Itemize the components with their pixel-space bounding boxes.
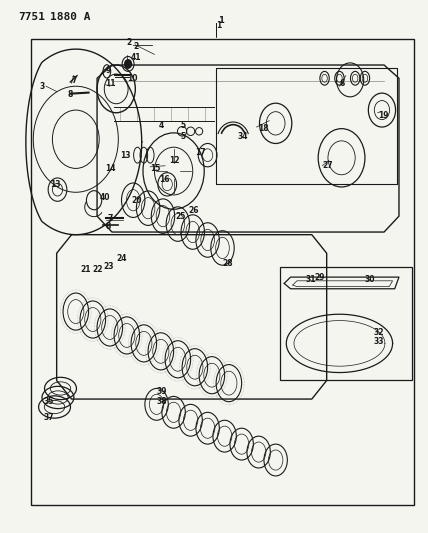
Text: 39: 39 xyxy=(157,386,167,395)
Text: 33: 33 xyxy=(374,337,384,346)
Text: 27: 27 xyxy=(322,161,333,170)
Circle shape xyxy=(125,60,131,68)
Text: 25: 25 xyxy=(176,212,186,221)
Text: 23: 23 xyxy=(104,262,114,271)
Text: 34: 34 xyxy=(238,132,248,141)
Text: 7: 7 xyxy=(108,214,113,223)
Text: 8: 8 xyxy=(67,90,73,99)
Text: 5: 5 xyxy=(180,122,185,131)
Text: 38: 38 xyxy=(157,397,167,406)
Text: 7751: 7751 xyxy=(18,12,45,22)
Text: 28: 28 xyxy=(223,260,233,268)
Text: 5: 5 xyxy=(180,132,185,141)
Text: 35: 35 xyxy=(44,397,54,406)
Text: 24: 24 xyxy=(116,254,127,263)
Text: 18: 18 xyxy=(259,124,269,133)
Text: 12: 12 xyxy=(169,156,180,165)
Text: 11: 11 xyxy=(106,79,116,88)
Text: 13: 13 xyxy=(50,180,61,189)
Text: 8: 8 xyxy=(106,222,111,231)
Text: 2: 2 xyxy=(127,38,132,47)
Text: 26: 26 xyxy=(188,206,199,215)
Text: 9: 9 xyxy=(106,66,111,75)
Text: 21: 21 xyxy=(80,265,91,273)
Text: 29: 29 xyxy=(314,272,324,281)
Text: 30: 30 xyxy=(365,275,375,284)
Text: 13: 13 xyxy=(120,151,131,160)
Text: 4: 4 xyxy=(159,122,164,131)
Text: 19: 19 xyxy=(378,111,388,120)
Text: 41: 41 xyxy=(131,53,142,62)
Text: 1880 A: 1880 A xyxy=(50,12,91,22)
Text: 16: 16 xyxy=(159,174,169,183)
Text: 31: 31 xyxy=(306,275,316,284)
Text: 1: 1 xyxy=(216,21,221,30)
Bar xyxy=(280,266,412,381)
Text: 37: 37 xyxy=(44,413,54,422)
Text: 22: 22 xyxy=(93,265,103,273)
Text: 2: 2 xyxy=(133,42,138,51)
Text: 1: 1 xyxy=(218,15,224,25)
Text: 7: 7 xyxy=(71,76,77,85)
Text: 17: 17 xyxy=(195,148,205,157)
Text: 14: 14 xyxy=(106,164,116,173)
Bar xyxy=(31,38,414,505)
Text: 20: 20 xyxy=(131,196,142,205)
Text: 40: 40 xyxy=(99,193,110,202)
Text: 6: 6 xyxy=(339,79,345,88)
Text: 10: 10 xyxy=(127,74,137,83)
Text: 15: 15 xyxy=(150,164,160,173)
Text: 32: 32 xyxy=(374,328,384,337)
Text: 3: 3 xyxy=(40,82,45,91)
